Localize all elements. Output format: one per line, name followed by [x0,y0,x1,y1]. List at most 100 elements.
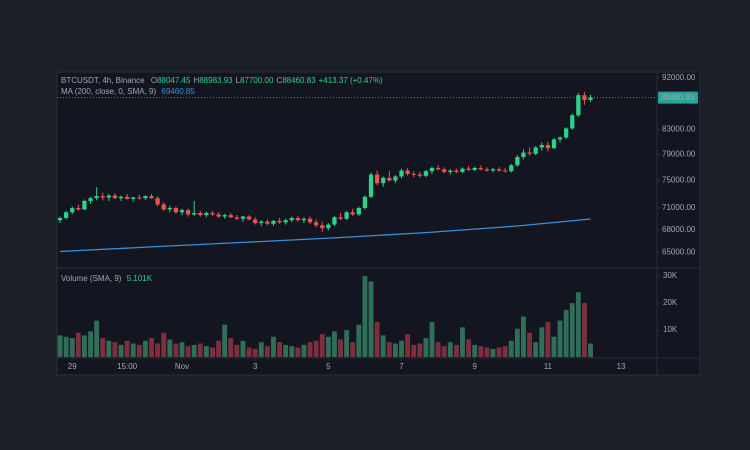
ma-line [59,218,591,253]
x-tick-label: 13 [617,362,626,371]
volume-bar [362,276,368,357]
candle-body [185,210,191,215]
volume-bar [118,344,124,357]
candle-body [435,167,441,170]
volume-legend: Volume (SMA, 9) 5.101K [61,274,153,283]
volume-bar [472,344,478,357]
candle-body [557,137,563,140]
volume-value: 5.101K [127,274,153,283]
candle-body [295,217,300,221]
candle-body [137,197,142,199]
volume-bar [344,330,350,357]
candle-body [423,171,429,176]
volume-bar [283,344,289,357]
volume-bar [325,336,331,357]
candle-body [362,196,368,209]
candle-body [399,170,404,177]
volume-bar [582,303,587,357]
candle-body [271,220,276,224]
volume-bar [496,347,502,357]
candle-body [289,217,294,221]
candle-body [198,212,203,216]
candle-body [173,208,179,213]
volume-bar [392,343,398,357]
volume-bar [271,336,276,357]
candle-body [405,170,410,174]
candle-body [576,95,581,116]
candle-body [545,144,550,149]
candle-body [277,220,282,223]
volume-bar [350,342,356,357]
volume-bar [575,292,581,357]
candle-body [76,208,81,210]
candle-body [253,219,258,224]
volume-bar [563,309,569,357]
candle-body [64,212,69,218]
candle-body [466,168,471,170]
ohlc-key: L [236,76,241,85]
volume-bar [356,324,362,357]
y-tick-label: 68000.00 [662,225,696,234]
candle-body [503,170,508,172]
volume-bar [155,343,161,357]
candle-body [222,215,227,217]
volume-bar [228,338,234,357]
volume-bar [417,343,423,357]
x-tick-label: 5 [326,362,331,371]
x-tick-label: 3 [253,362,258,371]
volume-bar [191,344,197,357]
candle-body [167,208,172,210]
candle-body [283,220,288,223]
legend-line: BTCUSDT, 4h, Binance O88047.45 H88983.93 L… [61,76,383,85]
candle-body [521,152,526,157]
volume-bar [203,346,209,357]
candle-body [515,156,520,166]
candle-body [509,165,514,172]
change: +413.37 (+0.47%) [319,76,383,85]
candle-body [411,173,416,175]
x-tick-label: 29 [68,362,77,371]
volume-bar [405,334,411,357]
volume-bar [240,340,246,357]
candle-body [381,177,386,184]
volume-bar [441,346,447,357]
candle-body [118,196,124,199]
volume-tick-label: 10K [663,325,678,334]
candle-body [478,167,483,170]
volume-bar [313,340,319,357]
y-tick-label: 71000.00 [662,203,696,212]
candle-body [387,177,392,181]
volume-bar [569,303,575,357]
candle-body [301,218,307,221]
candle-body [374,174,380,184]
ma-legend: MA (200, close, 0, SMA, 9) 69460.85 [61,87,195,96]
ohlc-value: 87700.00 [240,76,274,85]
volume-bar [130,343,136,357]
candle-body [417,174,422,176]
volume-bar [161,332,167,357]
candle-body [539,144,544,148]
ohlc-key: H [193,76,199,85]
volume-bar [490,348,496,357]
volume-bar [447,342,453,357]
candle-body [70,208,75,213]
y-tick-label: 65000.00 [662,247,696,256]
candle-body [124,196,130,199]
candle-body [533,147,538,154]
volume-bar [527,332,532,357]
candle-body [448,170,453,172]
candle-body [350,212,355,215]
volume-bar [399,340,404,357]
volume-bar [301,344,307,357]
volume-bar [551,336,557,357]
volume-bar [588,343,593,357]
volume-bar [234,344,240,357]
volume-bar [210,347,215,357]
volume-bar [557,320,563,357]
volume-bar [185,346,191,357]
candle-body [265,221,270,224]
volume-bar [167,339,173,357]
volume-bar [106,340,112,357]
volume-bar [466,339,472,357]
